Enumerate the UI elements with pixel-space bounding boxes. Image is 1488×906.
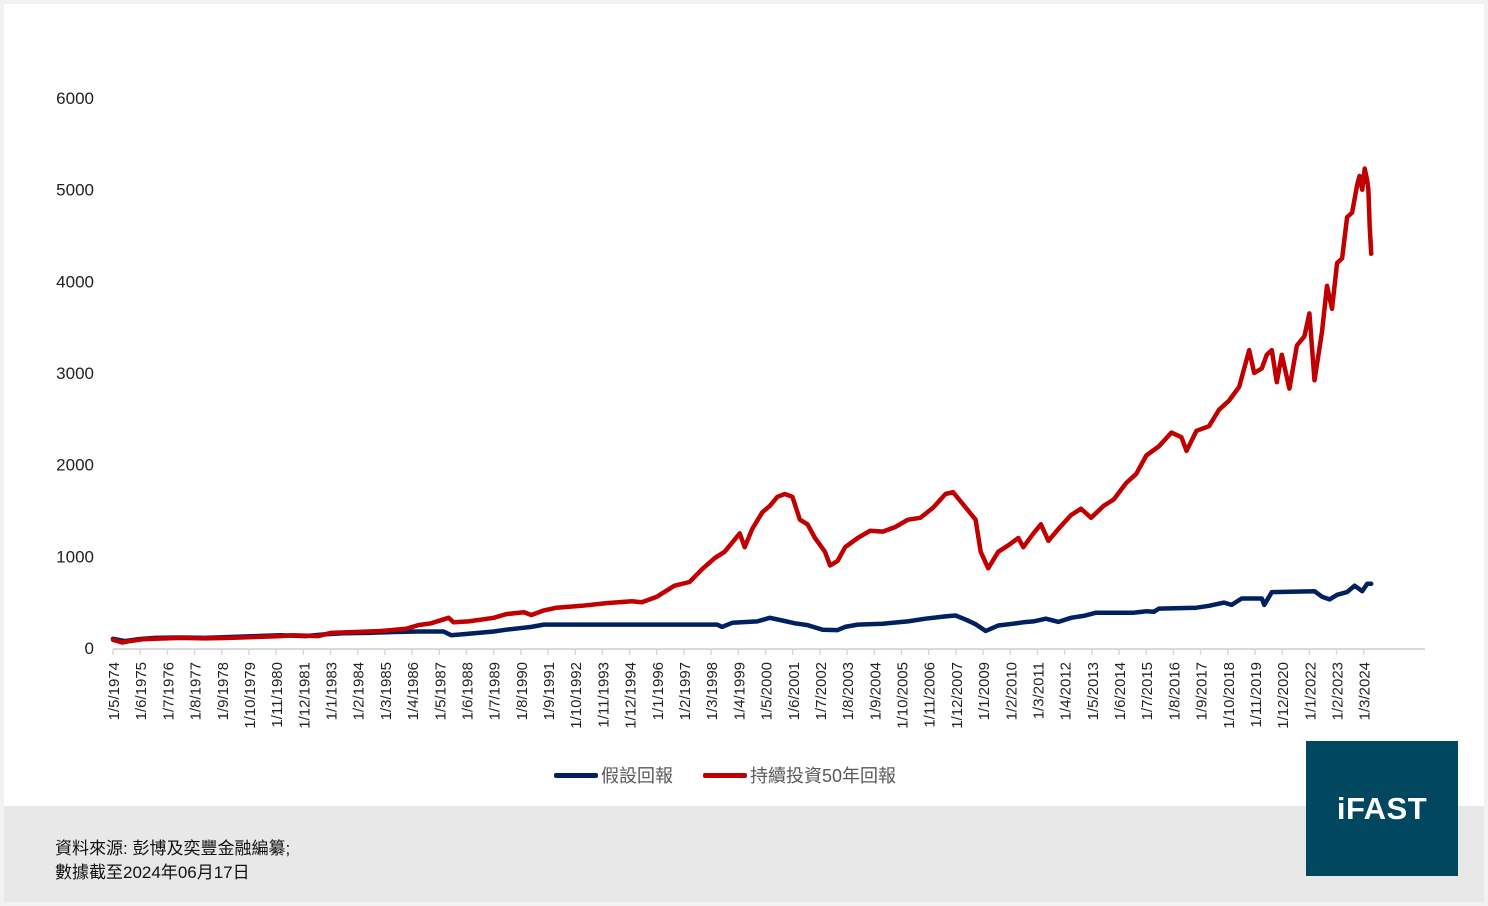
y-tick-label: 3000 — [56, 364, 94, 383]
logo-text: iFAST — [1336, 790, 1428, 826]
x-tick-label: 1/6/2001 — [786, 662, 803, 720]
ifast-logo: iFAST — [1306, 741, 1458, 876]
x-tick-label: 1/3/1985 — [378, 662, 395, 720]
y-tick-label: 4000 — [56, 272, 94, 291]
series-layer — [110, 166, 1374, 645]
x-tick-label: 1/7/2015 — [1139, 662, 1156, 720]
x-tick-label: 1/10/1992 — [568, 662, 585, 729]
data-date-note: 數據截至2024年06月17日 — [55, 863, 250, 882]
x-tick-label: 1/9/1991 — [541, 662, 558, 720]
source-note: 資料來源: 彭博及奕豐金融編纂; — [55, 839, 291, 858]
x-tick-label: 1/4/1986 — [405, 662, 422, 720]
x-tick-label: 1/4/2012 — [1058, 662, 1075, 720]
x-tick-label: 1/9/2004 — [867, 662, 884, 720]
x-tick-label: 1/2/2023 — [1330, 662, 1347, 720]
x-tick-label: 1/1/2022 — [1302, 662, 1319, 720]
x-tick-label: 1/8/1990 — [514, 662, 531, 720]
chart-legend: 假設回報 持續投資50年回報 — [554, 762, 926, 788]
legend-label: 假設回報 — [601, 766, 673, 786]
x-tick-label: 1/7/1989 — [487, 662, 504, 720]
x-tick-label: 1/8/2003 — [840, 662, 857, 720]
x-tick-label: 1/11/2006 — [922, 662, 939, 728]
legend-swatch-navy-icon — [554, 772, 598, 778]
series-50yr-investment-return — [110, 166, 1374, 645]
x-tick-label: 1/9/1978 — [215, 662, 232, 720]
x-tick-label: 1/12/1994 — [623, 662, 640, 729]
x-tick-label: 1/2/1997 — [677, 662, 694, 720]
x-tick-label: 1/12/1981 — [296, 662, 313, 729]
y-tick-label: 5000 — [56, 181, 94, 200]
x-tick-label: 1/11/1980 — [269, 662, 286, 728]
x-tick-label: 1/3/1998 — [704, 662, 721, 720]
legend-item-hypothetical-return: 假設回報 — [554, 762, 673, 788]
x-tick-label: 1/6/1988 — [459, 662, 476, 720]
x-tick-label: 1/7/1976 — [160, 662, 177, 720]
x-tick-label: 1/5/2000 — [759, 662, 776, 720]
chart-card — [4, 4, 1484, 806]
y-axis: 0 1000 2000 3000 4000 5000 6000 — [56, 89, 94, 658]
x-tick-label: 1/11/1993 — [595, 662, 612, 728]
x-tick-label: 1/3/2024 — [1357, 662, 1374, 720]
x-tick-label: 1/5/2013 — [1085, 662, 1102, 720]
x-tick-label: 1/3/2011 — [1030, 662, 1047, 719]
x-tick-label: 1/12/2007 — [949, 662, 966, 729]
legend-label: 持續投資50年回報 — [750, 766, 897, 786]
x-tick-label: 1/2/1984 — [351, 662, 368, 720]
y-tick-label: 0 — [85, 639, 94, 658]
series-hypothetical-return — [110, 581, 1374, 644]
x-tick-label: 1/5/1974 — [106, 662, 123, 720]
x-tick-label: 1/9/2017 — [1194, 662, 1211, 720]
legend-item-50yr-return: 持續投資50年回報 — [703, 762, 896, 788]
y-tick-label: 2000 — [56, 456, 94, 475]
x-tick-label: 1/8/2016 — [1166, 662, 1183, 720]
x-tick-label: 1/11/2019 — [1248, 662, 1265, 728]
x-tick-label: 1/2/2010 — [1003, 662, 1020, 720]
x-tick-label: 1/8/1977 — [188, 662, 205, 720]
y-tick-label: 1000 — [56, 547, 94, 566]
x-tick-label: 1/7/2002 — [813, 662, 830, 720]
legend-swatch-red-icon — [703, 772, 747, 778]
x-tick-label: 1/10/2005 — [895, 662, 912, 729]
x-tick-label: 1/6/1975 — [133, 662, 150, 720]
source-footer: 資料來源: 彭博及奕豐金融編纂; 數據截至2024年06月17日 — [4, 806, 1484, 902]
x-tick-label: 1/12/2020 — [1275, 662, 1292, 729]
x-tick-label: 1/10/2018 — [1221, 662, 1238, 729]
x-tick-label: 1/6/2014 — [1112, 662, 1129, 720]
line-chart: 0 1000 2000 3000 4000 5000 6000 1/5/1974 1/6/19… — [56, 89, 1425, 729]
x-tick-label: 1/5/1987 — [432, 662, 449, 720]
x-tick-label: 1/10/1979 — [242, 662, 259, 729]
x-axis: 1/5/1974 1/6/1975 1/7/1976 1/8/1977 1/9/1978… — [106, 648, 1425, 729]
x-tick-label: 1/1/1996 — [650, 662, 667, 720]
x-tick-label: 1/1/2009 — [976, 662, 993, 720]
y-tick-label: 6000 — [56, 89, 94, 108]
x-tick-label: 1/1/1983 — [324, 662, 341, 720]
x-tick-label: 1/4/1999 — [731, 662, 748, 720]
